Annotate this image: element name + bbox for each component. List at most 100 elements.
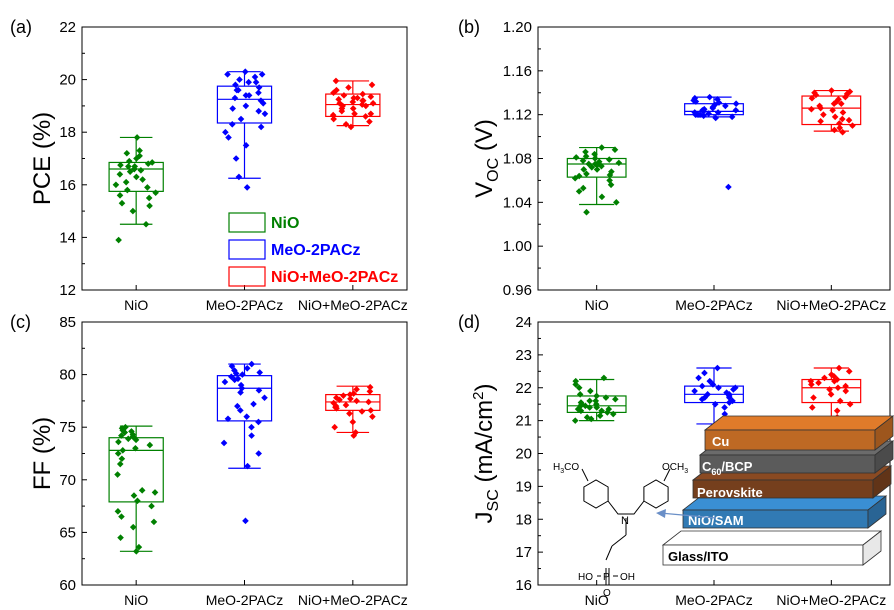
data-point [362,113,369,120]
data-point [224,415,232,423]
data-point [245,78,252,86]
x-tick-label: NiO [585,297,609,313]
data-point [133,134,141,141]
data-point [122,178,130,186]
data-point [839,109,847,116]
data-point [138,487,146,494]
legend-swatch [228,239,266,260]
layer-0 [703,415,894,451]
box-iqr [216,85,273,124]
data-point [261,110,269,118]
data-point [257,97,265,104]
y-tick-label: 14 [59,229,76,246]
data-point [114,471,121,478]
layer-side [872,465,892,499]
data-point [358,101,366,108]
data-point [831,126,838,134]
data-point [577,407,585,415]
layer-label: Perovskite [697,485,763,500]
data-point [114,450,122,457]
data-point [575,188,583,195]
y-tick-label: 18 [515,511,532,528]
data-point [849,122,856,129]
data-point [694,111,702,118]
h: H [553,462,560,473]
data-point [347,123,355,131]
data-point [228,121,236,128]
data-point [591,160,599,168]
data-point [258,71,266,78]
data-point [808,381,815,388]
data-point [116,460,124,468]
data-point [691,94,699,102]
data-point [342,401,350,409]
y-axis-label: FF (%) [29,417,56,490]
arrow-line [659,512,717,519]
data-point [145,194,153,202]
data-point [811,89,818,97]
data-point [598,193,606,201]
data-point [252,78,260,86]
data-point [148,502,155,510]
data-point [845,116,853,124]
data-point [808,105,815,113]
data-point [701,394,709,401]
data-point [248,360,255,368]
data-point [228,373,235,381]
y-axis-label-sub: SC [485,489,502,511]
data-point [367,110,375,118]
data-point [368,81,376,89]
box-iqr [108,161,164,192]
data-point [593,400,600,408]
p-label: P [603,572,610,583]
y-axis-label: PCE (%) [29,112,56,205]
y-tick-label: 16 [515,577,532,594]
data-point [255,418,262,426]
data-point [117,534,124,541]
data-point [836,120,843,127]
data-point [137,167,145,174]
data-point [236,76,243,83]
data-point [605,405,613,413]
data-point [359,97,367,104]
x-tick-label: MeO-2PACz [206,592,284,608]
panel-0: 12 14 16 18 20 22 NiO MeO-2PACz NiO+MeO-2PACz (a)… [10,17,408,313]
data-point [365,398,372,406]
data-point [228,362,236,370]
data-point [732,384,739,392]
ome-left-bond [581,468,589,482]
data-point [836,124,844,132]
data-point [575,384,583,392]
data-point [583,170,590,178]
y-tick-label: 20 [59,72,76,89]
data-point [582,402,589,410]
data-point [615,159,623,167]
data-point [808,94,816,102]
data-point [234,375,242,383]
data-point [711,400,719,408]
layer-4 [661,530,883,566]
legend: NiO MeO-2PACz NiO+MeO-2PACz [228,212,398,287]
data-point [842,93,849,101]
data-point [842,382,849,390]
panel-label: (a) [10,17,32,37]
y-tick-label: 70 [59,472,76,489]
data-point [354,94,361,102]
y-tick-label: 1.08 [503,151,532,168]
data-point [583,208,590,216]
x-tick-label: NiO+MeO-2PACz [776,297,886,313]
chain-3 [605,545,613,561]
data-point [583,414,591,421]
y-tick-label: 1.00 [503,238,532,255]
x-tick-label: MeO-2PACz [675,592,753,608]
y-tick-label: 22 [515,380,532,397]
y-tick-label: 23 [515,347,532,364]
ho-label: HO [578,572,593,583]
data-point [366,388,374,395]
data-point [608,168,615,175]
data-point [611,146,619,154]
layer-side [867,495,887,529]
